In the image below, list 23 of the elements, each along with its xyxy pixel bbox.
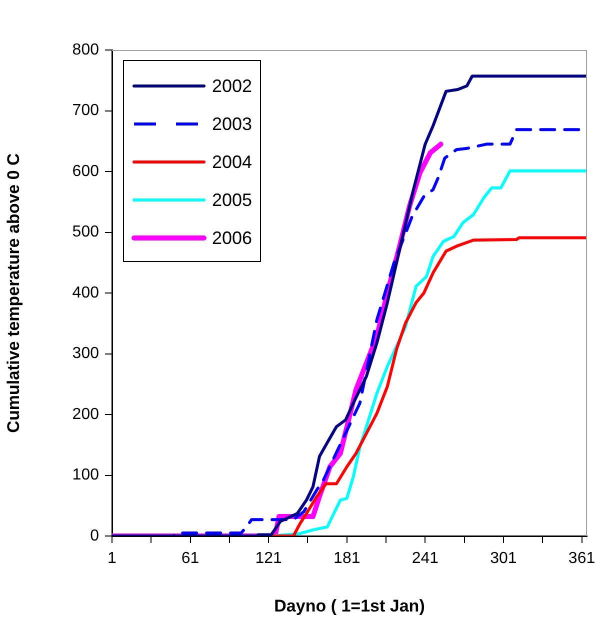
y-tick-label: 100	[72, 466, 100, 484]
x-tick-label: 61	[181, 550, 200, 568]
legend-label: 2002	[212, 76, 252, 96]
y-tick-label: 400	[72, 284, 100, 302]
y-tick-label: 700	[72, 102, 100, 120]
y-tick-label: 600	[72, 162, 100, 180]
legend-label: 2006	[212, 228, 252, 248]
y-tick-label: 0	[90, 527, 100, 544]
x-tick-label: 301	[490, 550, 517, 568]
x-tick-label: 1	[108, 550, 117, 568]
x-tick-label: 361	[568, 550, 596, 568]
y-tick-label: 200	[72, 406, 100, 423]
y-axis-title: Cumulative temperature above 0 C	[4, 153, 23, 433]
legend-label: 2005	[212, 190, 252, 210]
y-tick-label: 800	[72, 41, 100, 58]
x-axis-title: Dayno ( 1=1st Jan)	[274, 596, 425, 616]
x-tick-label: 241	[412, 550, 439, 568]
legend-label: 2003	[212, 114, 252, 134]
y-tick-label: 500	[72, 224, 100, 241]
x-tick-label: 181	[334, 550, 360, 568]
y-tick-label: 300	[72, 345, 100, 362]
x-tick-label: 121	[255, 550, 282, 568]
legend-label: 2004	[212, 152, 252, 172]
